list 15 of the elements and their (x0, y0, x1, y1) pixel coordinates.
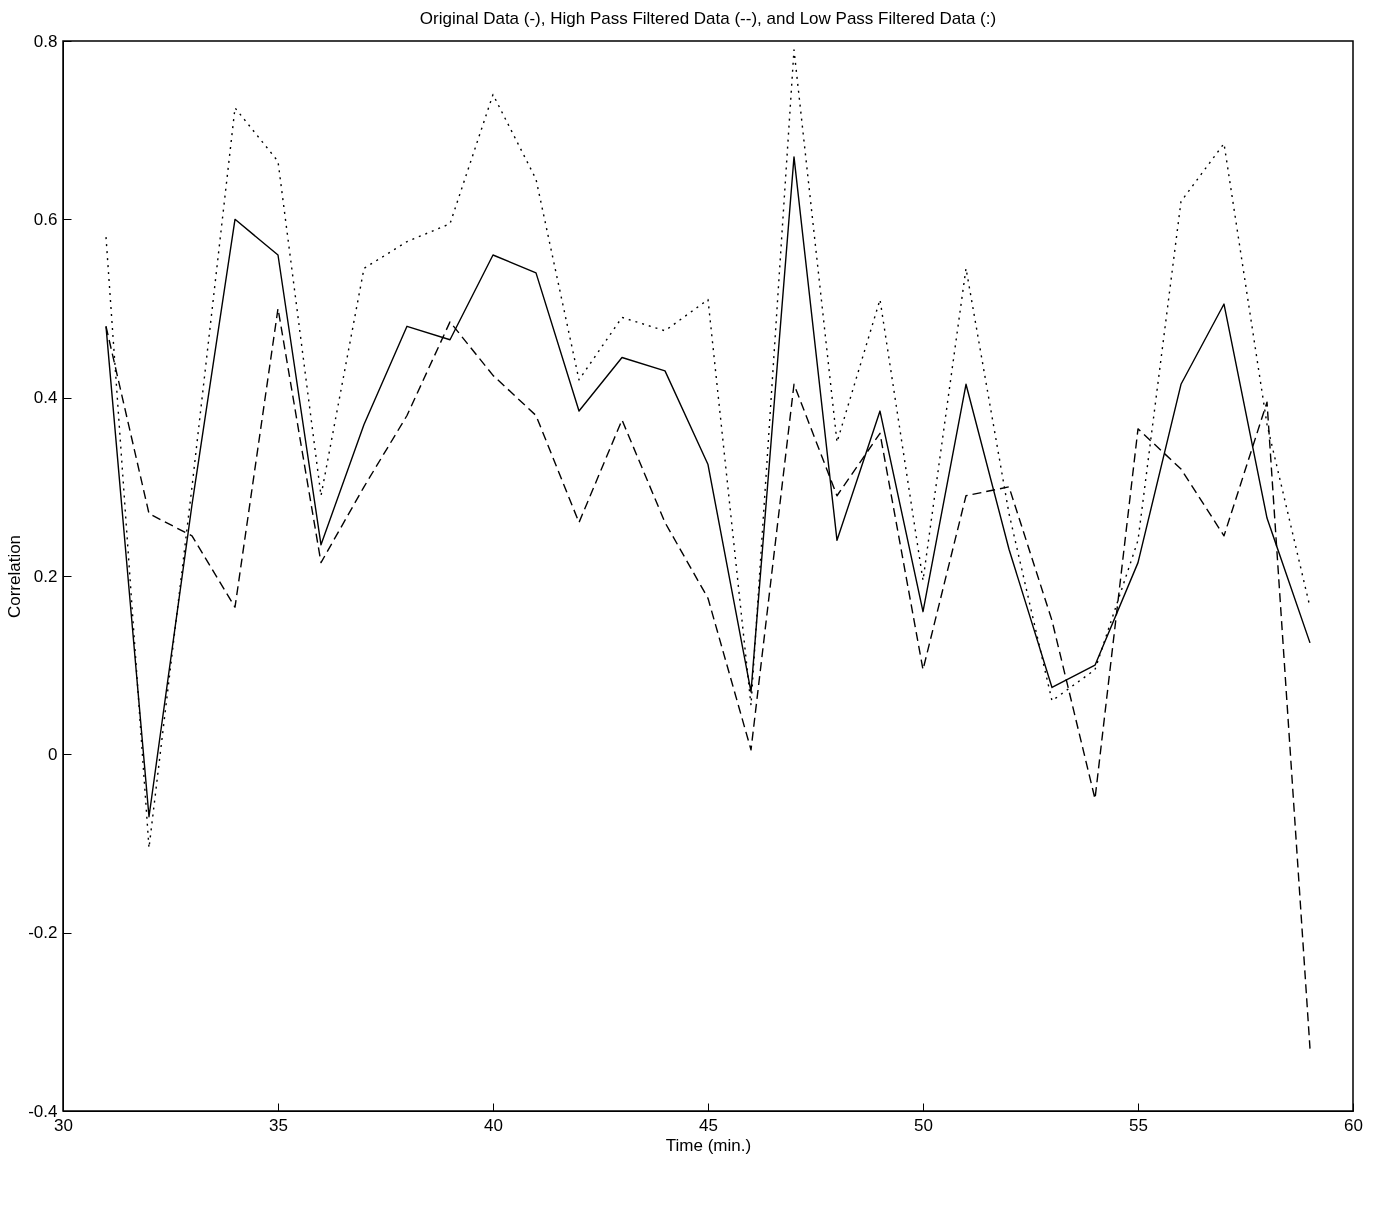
x-axis-title: Time (min.) (665, 1135, 752, 1155)
y-axis-title: Correlation (5, 534, 25, 619)
x-tick-label: 55 (1129, 1115, 1148, 1135)
chart-title: Original Data (-), High Pass Filtered Data (--), and Low Pass Filtered Data (:) (419, 9, 997, 28)
x-tick-label: 35 (269, 1115, 288, 1135)
y-tick-label: 0.6 (33, 209, 58, 229)
y-tick-label: 0.8 (33, 31, 58, 51)
x-tick-label: 45 (699, 1115, 718, 1135)
y-tick-label: 0 (48, 744, 58, 764)
x-tick-label: 60 (1344, 1115, 1363, 1135)
y-tick-label: -0.2 (28, 923, 58, 943)
y-tick-label: 0.2 (33, 566, 58, 586)
x-tick-label: 40 (484, 1115, 503, 1135)
x-tick-label: 50 (914, 1115, 933, 1135)
y-tick-label: 0.4 (33, 388, 58, 408)
